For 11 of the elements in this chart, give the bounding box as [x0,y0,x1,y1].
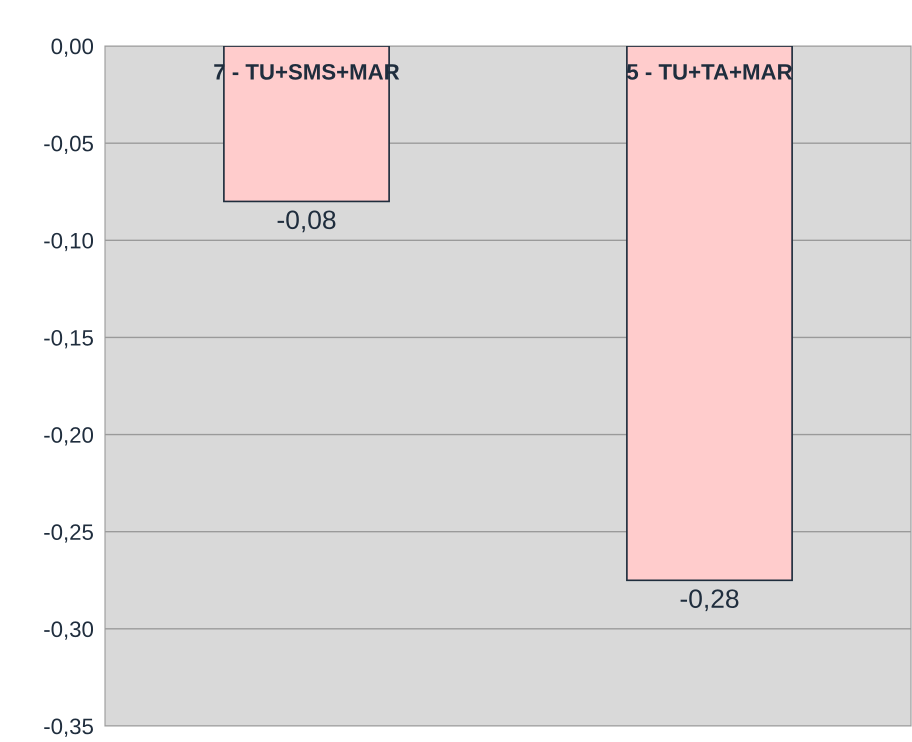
y-tick-label: -0,20 [44,427,94,446]
y-tick-label: 0,00 [52,38,94,57]
y-tick-label: -0,15 [44,330,93,348]
x-tick-label: 5 - TU+TA+MAR [627,64,792,80]
data-label: -0,28 [680,589,738,612]
y-tick-label: -0,35 [44,718,93,737]
y-tick-label: -0,05 [44,136,93,154]
data-label: -0,08 [278,210,336,232]
y-tick-label: -0,25 [44,524,93,543]
y-tick-label: -0,30 [44,621,94,640]
y-tick-label: -0,10 [44,232,94,252]
